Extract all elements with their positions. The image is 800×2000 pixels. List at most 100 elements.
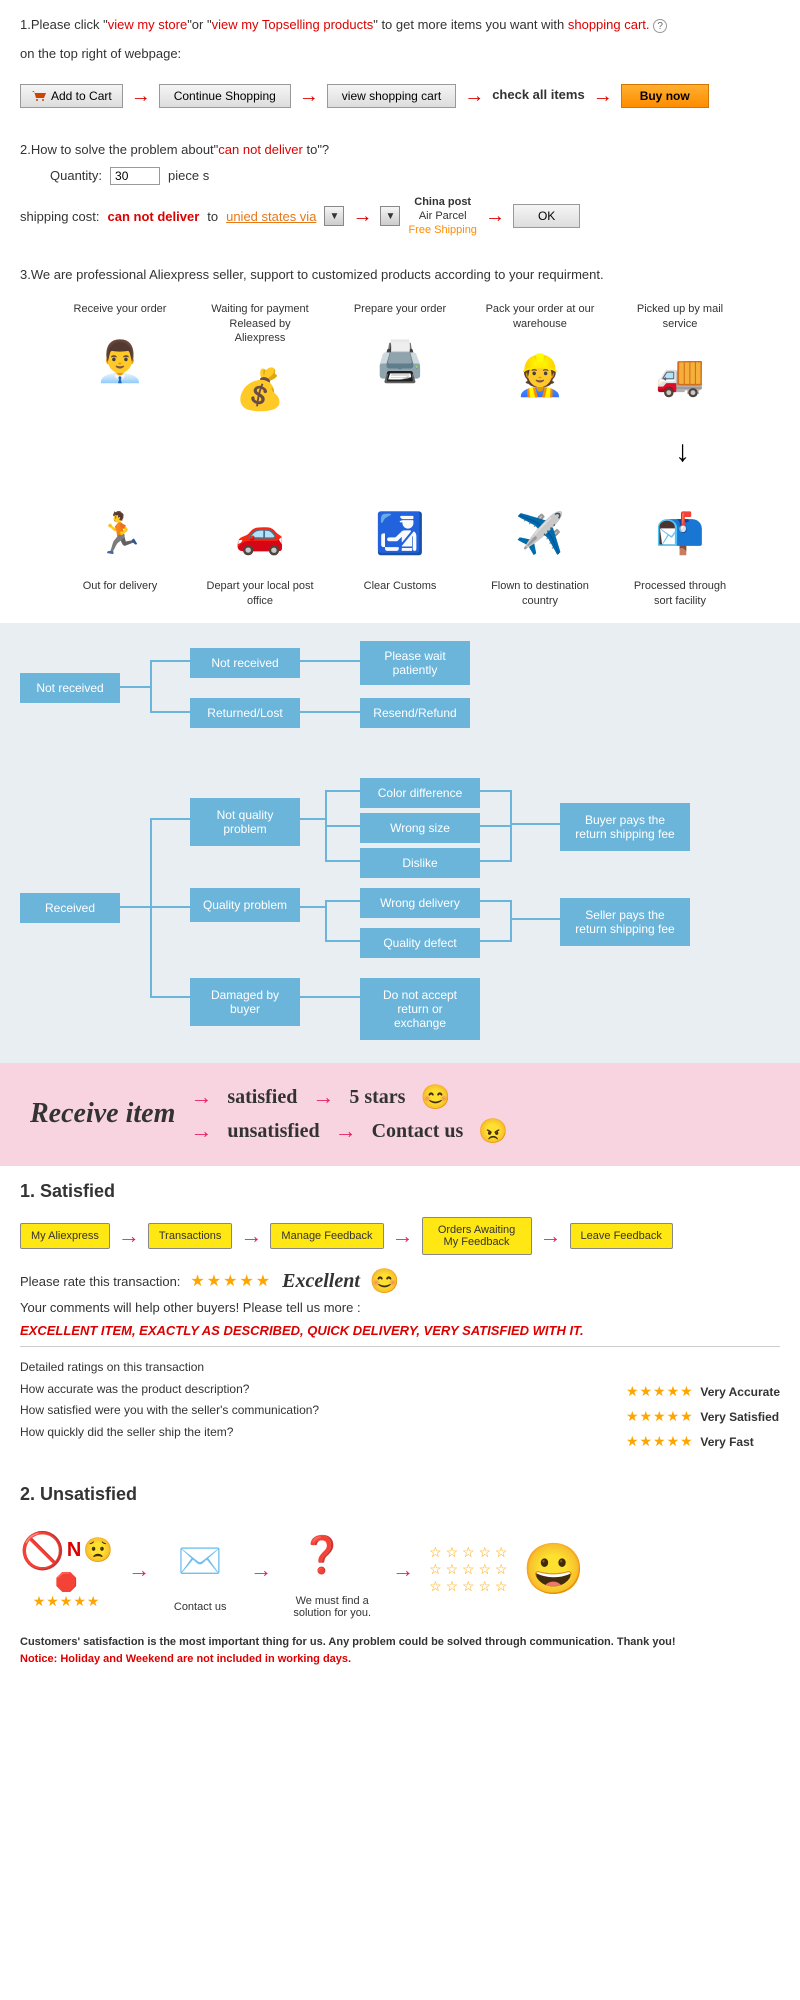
- quantity-input[interactable]: [110, 167, 160, 185]
- air-parcel-label: Air Parcel: [408, 209, 477, 223]
- node-resend: Resend/Refund: [360, 698, 470, 728]
- text: "or ": [187, 17, 211, 32]
- q3: How quickly did the seller ship the item…: [20, 1422, 319, 1444]
- arrow-icon: →: [131, 80, 151, 112]
- flow-line: [510, 823, 560, 825]
- flow-line: [150, 818, 152, 998]
- delivery-icon: 🏃: [85, 499, 155, 569]
- process-step: Picked up by mail service🚚: [625, 302, 735, 435]
- section-1: 1.Please click "view my store"or "view m…: [0, 0, 800, 127]
- flow-line: [510, 918, 560, 920]
- rating-answers: ★★★★★ Very Accurate ★★★★★ Very Satisfied…: [626, 1357, 780, 1454]
- text: to: [207, 209, 218, 224]
- stop-icon: 🛑: [55, 1572, 77, 1592]
- arrow-icon: →: [190, 1084, 212, 1110]
- rate-label: Please rate this transaction:: [20, 1274, 180, 1289]
- solution-step: ❓ We must find a solution for you.: [287, 1520, 377, 1619]
- text: 1.Please click ": [20, 17, 108, 32]
- view-cart-button[interactable]: view shopping cart: [327, 84, 456, 108]
- depart-icon: 🚗: [225, 499, 295, 569]
- satisfied-header: 1. Satisfied: [20, 1181, 780, 1202]
- step-label: Out for delivery: [65, 579, 175, 593]
- unsatisfied-header: 2. Unsatisfied: [20, 1484, 780, 1505]
- flow-line: [480, 860, 510, 862]
- flow-line: [120, 686, 150, 688]
- question-icon: ❓: [287, 1520, 357, 1590]
- flow-line: [325, 860, 360, 862]
- process-step: Pack your order at our warehouse👷: [485, 302, 595, 435]
- flow-line: [510, 790, 512, 862]
- detailed-ratings: Detailed ratings on this transaction How…: [20, 1357, 780, 1454]
- link-topselling[interactable]: view my Topselling products: [212, 17, 374, 32]
- step-label: Clear Customs: [345, 579, 455, 593]
- stars-icon: ★★★★★: [20, 1593, 113, 1610]
- dropdown-1[interactable]: ▼: [324, 206, 344, 226]
- node-not-received: Not received: [20, 673, 120, 703]
- arrow-icon: →: [190, 1118, 212, 1144]
- country-link[interactable]: unied states via: [226, 209, 316, 224]
- contact-step: ✉️ Contact us: [165, 1526, 235, 1613]
- feedback-flow: My Aliexpress → Transactions → Manage Fe…: [20, 1217, 780, 1255]
- flow-line: [120, 906, 150, 908]
- receive-item-banner: Receive item → satisfied → 5 stars 😊 → u…: [0, 1063, 800, 1166]
- continue-shopping-button[interactable]: Continue Shopping: [159, 84, 291, 108]
- footer-text: Customers' satisfaction is the most impo…: [20, 1634, 780, 1667]
- arrow-icon: →: [335, 1118, 357, 1144]
- node-returned-lost: Returned/Lost: [190, 698, 300, 728]
- step-leave-feedback[interactable]: Leave Feedback: [570, 1223, 673, 1249]
- node-not-received-2: Not received: [190, 648, 300, 678]
- process-bottom-row: 🏃Out for delivery 🚗Depart your local pos…: [20, 489, 780, 608]
- ok-button[interactable]: OK: [513, 204, 580, 228]
- flow-line: [150, 818, 190, 820]
- section-2: 2.How to solve the problem about"can not…: [0, 127, 800, 253]
- button-flow-row: Add to Cart → Continue Shopping → view s…: [20, 80, 780, 112]
- add-to-cart-button[interactable]: Add to Cart: [20, 84, 123, 108]
- detailed-label: Detailed ratings on this transaction: [20, 1357, 319, 1379]
- q2: How satisfied were you with the seller's…: [20, 1400, 319, 1422]
- flow-line: [480, 790, 510, 792]
- smile-icon: 😊: [420, 1083, 450, 1112]
- divider: [20, 1346, 780, 1347]
- no-text: N: [67, 1539, 81, 1562]
- step-manage-feedback[interactable]: Manage Feedback: [270, 1223, 383, 1249]
- step-label: Processed through sort facility: [625, 579, 735, 608]
- buy-now-button[interactable]: Buy now: [621, 84, 709, 108]
- flow-line: [480, 940, 510, 942]
- step-orders-awaiting[interactable]: Orders Awaiting My Feedback: [422, 1217, 532, 1255]
- add-cart-label: Add to Cart: [51, 89, 112, 103]
- link-view-store[interactable]: view my store: [108, 17, 187, 32]
- free-shipping-label: Free Shipping: [408, 223, 477, 237]
- step-transactions[interactable]: Transactions: [148, 1223, 233, 1249]
- step-my-aliexpress[interactable]: My Aliexpress: [20, 1223, 110, 1249]
- receive-item-title: Receive item: [30, 1098, 175, 1130]
- process-step: 🛃 Clear Customs: [345, 489, 455, 608]
- help-icon[interactable]: ?: [653, 19, 667, 33]
- process-step: ✈️Flown to destination country: [485, 489, 595, 608]
- cart-icon: [31, 90, 47, 102]
- text: to"?: [303, 142, 329, 157]
- step-label: Prepare your order: [345, 302, 455, 316]
- satisfied-text: satisfied: [227, 1086, 297, 1109]
- pickup-icon: 🚚: [645, 341, 715, 411]
- node-buyer-pays: Buyer pays the return shipping fee: [560, 803, 690, 851]
- arrow-icon: →: [118, 1223, 140, 1249]
- process-top-row: Receive your order👨‍💼 Waiting for paymen…: [20, 302, 780, 435]
- flow-line: [300, 906, 325, 908]
- receive-order-icon: 👨‍💼: [85, 327, 155, 397]
- node-seller-pays: Seller pays the return shipping fee: [560, 898, 690, 946]
- node-wait: Please wait patiently: [360, 641, 470, 685]
- step-label: Receive your order: [65, 302, 175, 316]
- qty-unit: piece s: [168, 168, 209, 183]
- payment-icon: 💰: [225, 355, 295, 425]
- smile-icon: 😊: [370, 1267, 400, 1296]
- sort-icon: 📬: [645, 499, 715, 569]
- flow-line: [300, 660, 360, 662]
- return-flowchart: Not received Not received Returned/Lost …: [0, 623, 800, 1063]
- step-label: Pack your order at our warehouse: [485, 302, 595, 331]
- process-step: Prepare your order🖨️: [345, 302, 455, 435]
- a2: Very Satisfied: [700, 1410, 779, 1424]
- customs-icon: 🛃: [365, 499, 435, 569]
- arrow-icon: →: [485, 205, 505, 228]
- dropdown-2[interactable]: ▼: [380, 206, 400, 226]
- node-no-return: Do not accept return or exchange: [360, 978, 480, 1040]
